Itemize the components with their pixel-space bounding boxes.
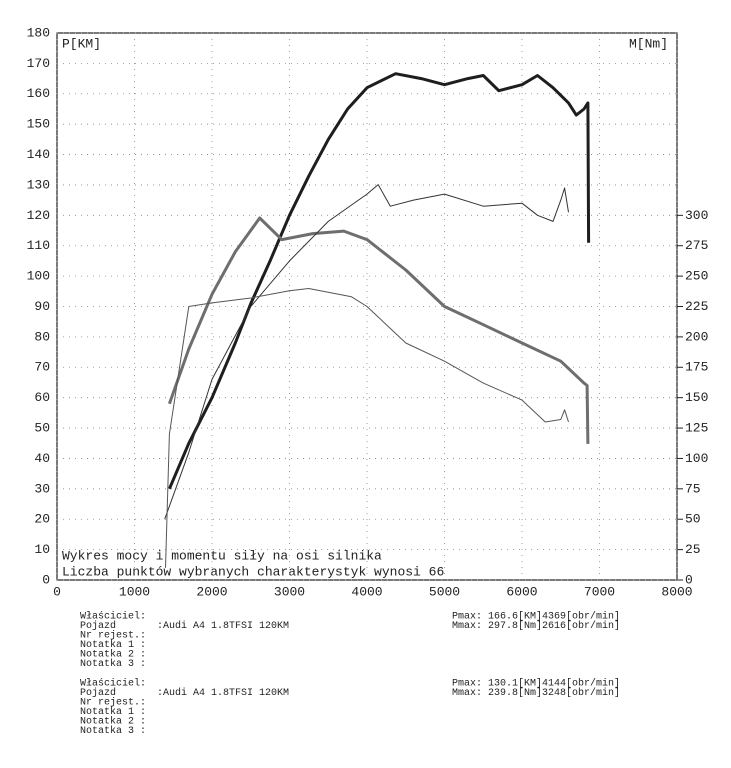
- field-label: Właściciel:: [80, 678, 146, 690]
- peak-info: Pmax: 130.1[KM]4144[obr/min]: [452, 678, 620, 690]
- y-tick-label: 100: [27, 269, 50, 284]
- x-tick-label: 3000: [274, 584, 305, 599]
- y-tick-label: 150: [27, 117, 50, 132]
- x-tick-label: 1000: [119, 584, 150, 599]
- y-tick-label: 140: [27, 147, 50, 162]
- x-tick-label: 5000: [429, 584, 460, 599]
- y2-tick-label: 200: [685, 329, 708, 344]
- field-label: Notatka 2 :: [80, 716, 146, 728]
- y2-tick-label: 250: [685, 269, 708, 284]
- y2-tick-label: 50: [685, 512, 701, 527]
- y2-tick-label: 300: [685, 208, 708, 223]
- y-tick-label: 80: [34, 329, 50, 344]
- y-tick-label: 160: [27, 86, 50, 101]
- annotation: Liczba punktów wybranych charakterystyk …: [62, 564, 444, 579]
- curve: [168, 72, 591, 490]
- field-label: Pojazd: [80, 620, 116, 632]
- y-tick-label: 120: [27, 208, 50, 223]
- y2-tick-label: 75: [685, 481, 701, 496]
- y-tick-label: 170: [27, 56, 50, 71]
- curve: [167, 216, 590, 444]
- field-label: Właściciel:: [80, 611, 146, 623]
- field-label: Notatka 1 :: [80, 706, 146, 718]
- peak-info: Mmax: 297.8[Nm]2616[obr/min]: [452, 620, 620, 632]
- y2-tick-label: 25: [685, 542, 701, 557]
- y2-axis-label: M[Nm]: [629, 36, 668, 51]
- y-tick-label: 40: [34, 451, 50, 466]
- peak-info: Pmax: 166.6[KM]4369[obr/min]: [452, 611, 620, 623]
- y2-tick-label: 0: [685, 572, 693, 587]
- y-tick-label: 0: [42, 572, 50, 587]
- y-tick-label: 110: [27, 238, 50, 253]
- curve: [164, 184, 569, 520]
- field-label: Notatka 2 :: [80, 649, 146, 661]
- field-label: Notatka 3 :: [80, 725, 146, 737]
- y-tick-label: 30: [34, 481, 50, 496]
- x-tick-label: 6000: [506, 584, 537, 599]
- y2-tick-label: 225: [685, 299, 708, 314]
- x-tick-label: 0: [53, 584, 61, 599]
- y-tick-label: 180: [27, 25, 50, 40]
- y2-tick-label: 125: [685, 420, 708, 435]
- x-tick-label: 7000: [584, 584, 615, 599]
- peak-info: Mmax: 239.8[Nm]3248[obr/min]: [452, 687, 620, 699]
- x-tick-label: 2000: [196, 584, 227, 599]
- y-tick-label: 60: [34, 390, 50, 405]
- annotation: Wykres mocy i momentu siły na osi silnik…: [62, 548, 382, 563]
- curve: [165, 288, 569, 568]
- y2-tick-label: 275: [685, 238, 708, 253]
- field-value: :Audi A4 1.8TFSI 120KM: [157, 687, 289, 699]
- field-label: Pojazd: [80, 687, 116, 699]
- y-tick-label: 20: [34, 512, 50, 527]
- field-label: Notatka 1 :: [80, 639, 146, 651]
- x-tick-label: 4000: [351, 584, 382, 599]
- y-tick-label: 130: [27, 177, 50, 192]
- y-axis-label: P[KM]: [62, 36, 101, 51]
- field-value: :Audi A4 1.8TFSI 120KM: [157, 620, 289, 632]
- field-label: Notatka 3 :: [80, 658, 146, 670]
- y-tick-label: 70: [34, 360, 50, 375]
- y-tick-label: 50: [34, 420, 50, 435]
- y2-tick-label: 175: [685, 360, 708, 375]
- y-tick-label: 90: [34, 299, 50, 314]
- y-tick-label: 10: [34, 542, 50, 557]
- x-tick-label: 8000: [661, 584, 692, 599]
- y2-tick-label: 100: [685, 451, 708, 466]
- field-label: Nr rejest.:: [80, 697, 146, 709]
- field-label: Nr rejest.:: [80, 630, 146, 642]
- y2-tick-label: 150: [685, 390, 708, 405]
